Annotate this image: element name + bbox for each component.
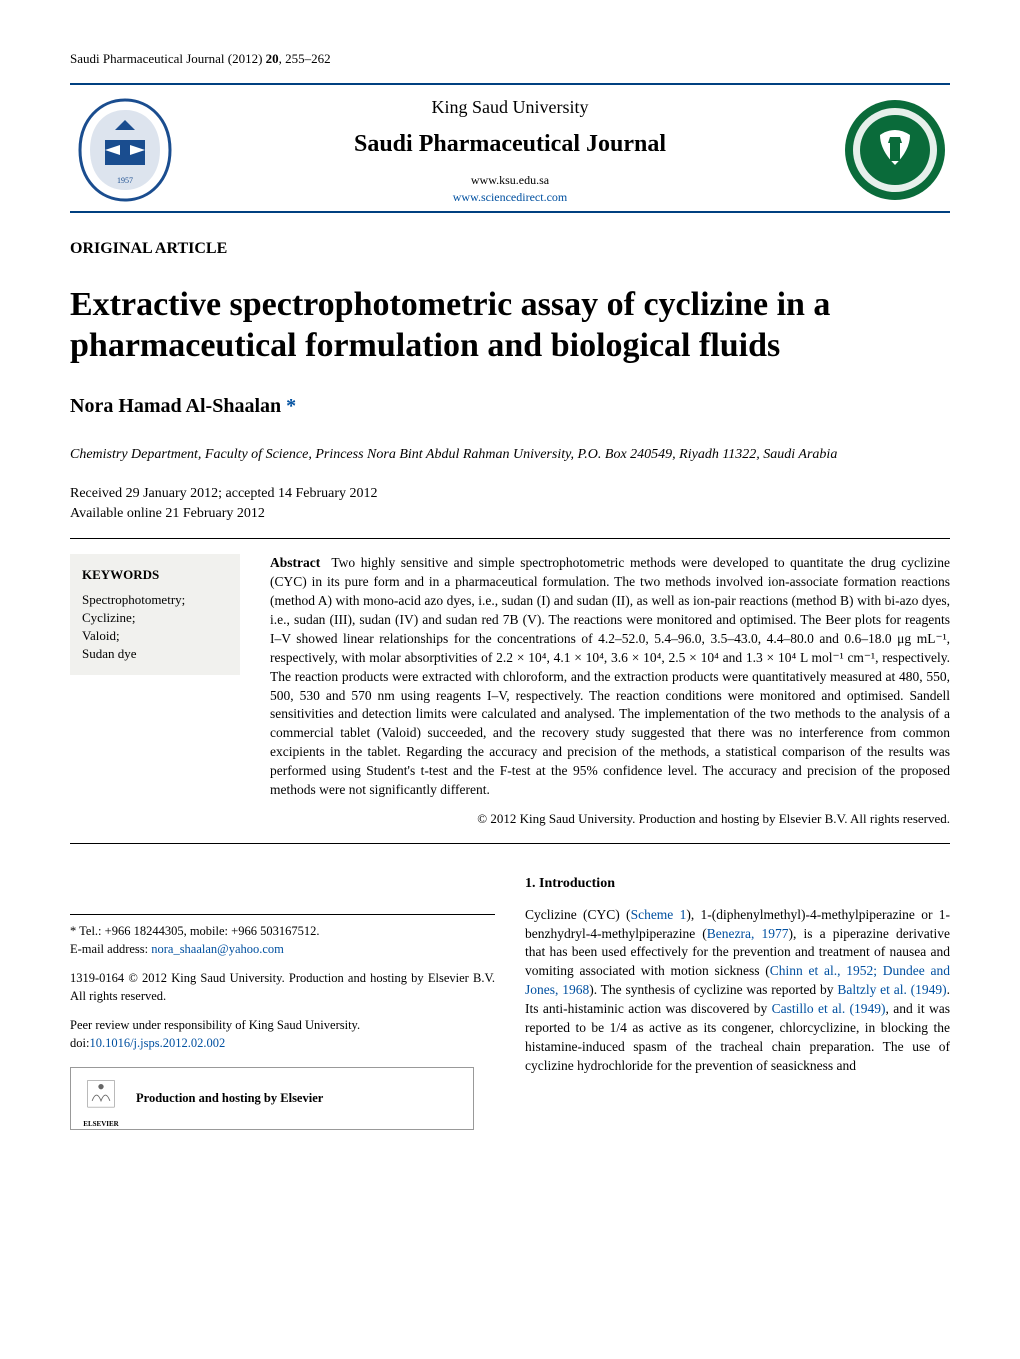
correspondence-footnote: * Tel.: +966 18244305, mobile: +966 5031…	[70, 923, 495, 941]
author-line: Nora Hamad Al-Shaalan *	[70, 392, 950, 420]
hosting-text: Production and hosting by Elsevier	[136, 1090, 323, 1108]
keyword-item: Valoid;	[82, 627, 228, 645]
keyword-item: Spectrophotometry;	[82, 591, 228, 609]
scheme-link[interactable]: Scheme 1	[631, 907, 687, 922]
abstract-text: Abstract Two highly sensitive and simple…	[270, 554, 950, 828]
left-column: * Tel.: +966 18244305, mobile: +966 5031…	[70, 874, 495, 1130]
page-range: 255–262	[285, 51, 331, 66]
peer-review-note: Peer review under responsibility of King…	[70, 1017, 495, 1035]
abstract-body: Two highly sensitive and simple spectrop…	[270, 555, 950, 797]
elsevier-label: ELSEVIER	[83, 1120, 118, 1128]
keywords-title: KEYWORDS	[82, 566, 228, 584]
article-type: ORIGINAL ARTICLE	[70, 238, 950, 260]
elsevier-hosting-box: ELSEVIER Production and hosting by Elsev…	[70, 1067, 474, 1130]
intro-heading: 1. Introduction	[525, 874, 950, 894]
correspondence-marker[interactable]: *	[286, 395, 296, 417]
citation-link[interactable]: Castillo et al. (1949)	[772, 1001, 886, 1016]
citation-link[interactable]: Benezra, 1977	[707, 926, 789, 941]
keywords-box: KEYWORDS Spectrophotometry; Cyclizine; V…	[70, 554, 240, 675]
journal-name: Saudi Pharmaceutical Journal	[200, 128, 820, 162]
url-ksu: www.ksu.edu.sa	[471, 173, 549, 187]
author-name: Nora Hamad Al-Shaalan	[70, 395, 281, 417]
affiliation: Chemistry Department, Faculty of Science…	[70, 445, 950, 465]
doi-prefix: doi:	[70, 1036, 89, 1050]
university-name: King Saud University	[200, 95, 820, 120]
available-online: Available online 21 February 2012	[70, 506, 265, 521]
received-accepted: Received 29 January 2012; accepted 14 Fe…	[70, 486, 378, 501]
journal-banner: 1957 King Saud University Saudi Pharmace…	[70, 83, 950, 212]
volume-number: 20	[266, 51, 279, 66]
journal-ref: Saudi Pharmaceutical Journal (2012)	[70, 51, 262, 66]
keyword-item: Sudan dye	[82, 645, 228, 663]
running-header: Saudi Pharmaceutical Journal (2012) 20, …	[70, 50, 950, 68]
abstract-label: Abstract	[270, 555, 320, 570]
svg-text:1957: 1957	[117, 176, 133, 185]
issn-copyright: 1319-0164 © 2012 King Saud University. P…	[70, 970, 495, 1005]
citation-link[interactable]: Baltzly et al. (1949)	[837, 982, 946, 997]
url-sciencedirect[interactable]: www.sciencedirect.com	[453, 190, 568, 204]
abstract-copyright: © 2012 King Saud University. Production …	[270, 810, 950, 828]
keyword-item: Cyclizine;	[82, 609, 228, 627]
doi-line: doi:10.1016/j.jsps.2012.02.002	[70, 1035, 495, 1053]
email-label: E-mail address:	[70, 942, 148, 956]
sps-logo	[840, 95, 950, 205]
elsevier-logo: ELSEVIER	[81, 1076, 121, 1121]
intro-paragraph: Cyclizine (CYC) (Scheme 1), 1-(diphenylm…	[525, 906, 950, 1076]
two-column-body: * Tel.: +966 18244305, mobile: +966 5031…	[70, 874, 950, 1130]
doi-link[interactable]: 10.1016/j.jsps.2012.02.002	[89, 1036, 225, 1050]
right-column: 1. Introduction Cyclizine (CYC) (Scheme …	[525, 874, 950, 1130]
banner-center: King Saud University Saudi Pharmaceutica…	[200, 95, 820, 205]
ksu-logo: 1957	[70, 95, 180, 205]
article-title: Extractive spectrophotometric assay of c…	[70, 285, 950, 367]
abstract-block: KEYWORDS Spectrophotometry; Cyclizine; V…	[70, 538, 950, 844]
footnotes-block: * Tel.: +966 18244305, mobile: +966 5031…	[70, 914, 495, 1130]
author-email-link[interactable]: nora_shaalan@yahoo.com	[151, 942, 284, 956]
article-dates: Received 29 January 2012; accepted 14 Fe…	[70, 484, 950, 523]
